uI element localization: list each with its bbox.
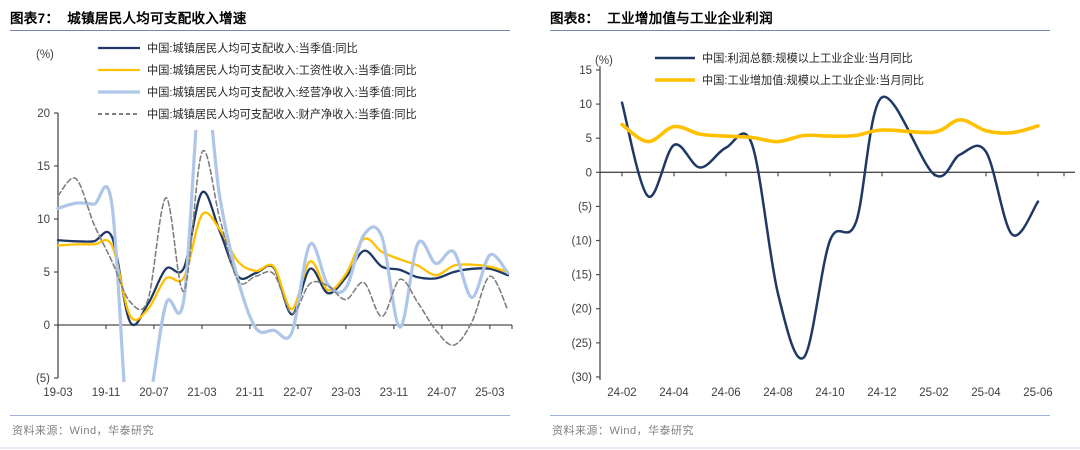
legend-label: 中国:工业增加值:规模以上工业企业:当月同比	[702, 73, 924, 87]
legend-label: 中国:城镇居民人均可支配收入:经营净收入:当季值:同比	[147, 85, 417, 99]
x-tick-label: 24-07	[427, 387, 456, 399]
figure-7-source-note: 资料来源：Wind，华泰研究	[12, 425, 155, 437]
y-tick-label: (25)	[572, 338, 593, 350]
y-tick-label: 5	[586, 133, 592, 145]
x-tick-label: 21-03	[187, 387, 216, 399]
series-line-0	[620, 95, 1040, 360]
figure-8-source-rule	[550, 415, 1050, 416]
y-tick-label: 10	[37, 214, 50, 226]
series-line-2	[56, 130, 510, 382]
x-tick-label: 23-11	[380, 387, 409, 399]
legend-label: 中国:城镇居民人均可支配收入:工资性收入:当季值:同比	[147, 63, 417, 77]
x-tick-label: 20-07	[139, 387, 168, 399]
y-tick-label: 20	[37, 108, 50, 120]
x-tick-label: 19-03	[43, 387, 72, 399]
x-tick-label: 25-02	[919, 387, 948, 399]
y-tick-label: (15)	[572, 270, 593, 282]
y-tick-label: 0	[586, 167, 592, 179]
figure-7-chart-canvas: 20 15 10 5 0 (5) 19-03 19-11 20-07 21-03 21-11 22-0…	[36, 41, 513, 399]
legend-label: 中国:城镇居民人均可支配收入:当季值:同比	[147, 41, 358, 55]
x-tick-label: 25-04	[971, 387, 1001, 399]
x-tick-label: 24-08	[763, 387, 792, 399]
x-tick-label: 24-12	[867, 387, 896, 399]
page-bottom-rule	[0, 447, 1080, 449]
y-tick-label: 15	[37, 161, 50, 173]
x-tick-label: 24-10	[815, 387, 844, 399]
x-tick-label: 25-06	[1023, 387, 1052, 399]
y-tick-label: 15	[579, 65, 592, 77]
figure-8-chart-canvas: 15 10 5 0 (5) (10) (15) (20) (25) (30) 24-02 24-04 2…	[572, 51, 1075, 399]
series-group	[620, 95, 1040, 360]
legend-label: 中国:城镇居民人均可支配收入:财产净收入:当季值:同比	[147, 107, 417, 121]
figure-8-title: 图表8： 工业增加值与工业企业利润	[550, 11, 773, 26]
y-tick-label: 0	[44, 320, 50, 332]
x-tick-label: 23-03	[331, 387, 360, 399]
x-tick-label: 22-07	[283, 387, 312, 399]
x-tick-label: 21-11	[236, 387, 265, 399]
figure-7-source-rule	[10, 415, 510, 416]
series-line-1	[620, 118, 1040, 144]
figure-8-panel: 图表8： 工业增加值与工业企业利润 15 10 5 0 (5) (10) (15) (20) (…	[540, 0, 1080, 450]
x-tick-label: 24-06	[711, 387, 740, 399]
y-tick-label: (20)	[572, 304, 593, 316]
series-line-1	[56, 211, 510, 321]
figure-7-title: 图表7： 城镇居民人均可支配收入增速	[10, 11, 247, 26]
series-group	[56, 130, 510, 382]
legend-label: 中国:利润总额:规模以上工业企业:当月同比	[702, 51, 913, 65]
figure-7-panel: 图表7： 城镇居民人均可支配收入增速 20 15 10 5 0 (5) 19-03 19-11…	[10, 11, 513, 437]
y-tick-label: 10	[579, 99, 592, 111]
figure-8-source-note: 资料来源：Wind，华泰研究	[552, 425, 695, 437]
x-tick-label: 25-03	[475, 387, 504, 399]
y-tick-label: (30)	[572, 372, 593, 384]
y-tick-label: (5)	[36, 373, 50, 385]
series-line-3	[57, 149, 509, 346]
figure-7-title-rule	[10, 30, 510, 31]
unit-label: (%)	[595, 55, 613, 67]
y-tick-label: (10)	[572, 236, 593, 248]
figure-8-title-rule	[550, 30, 1050, 31]
x-tick-label: 24-02	[607, 387, 636, 399]
x-tick-label: 19-11	[92, 387, 121, 399]
y-tick-label: (5)	[578, 201, 592, 213]
x-tick-label: 24-04	[659, 387, 689, 399]
y-tick-label: 5	[44, 267, 50, 279]
unit-label: (%)	[36, 49, 54, 61]
